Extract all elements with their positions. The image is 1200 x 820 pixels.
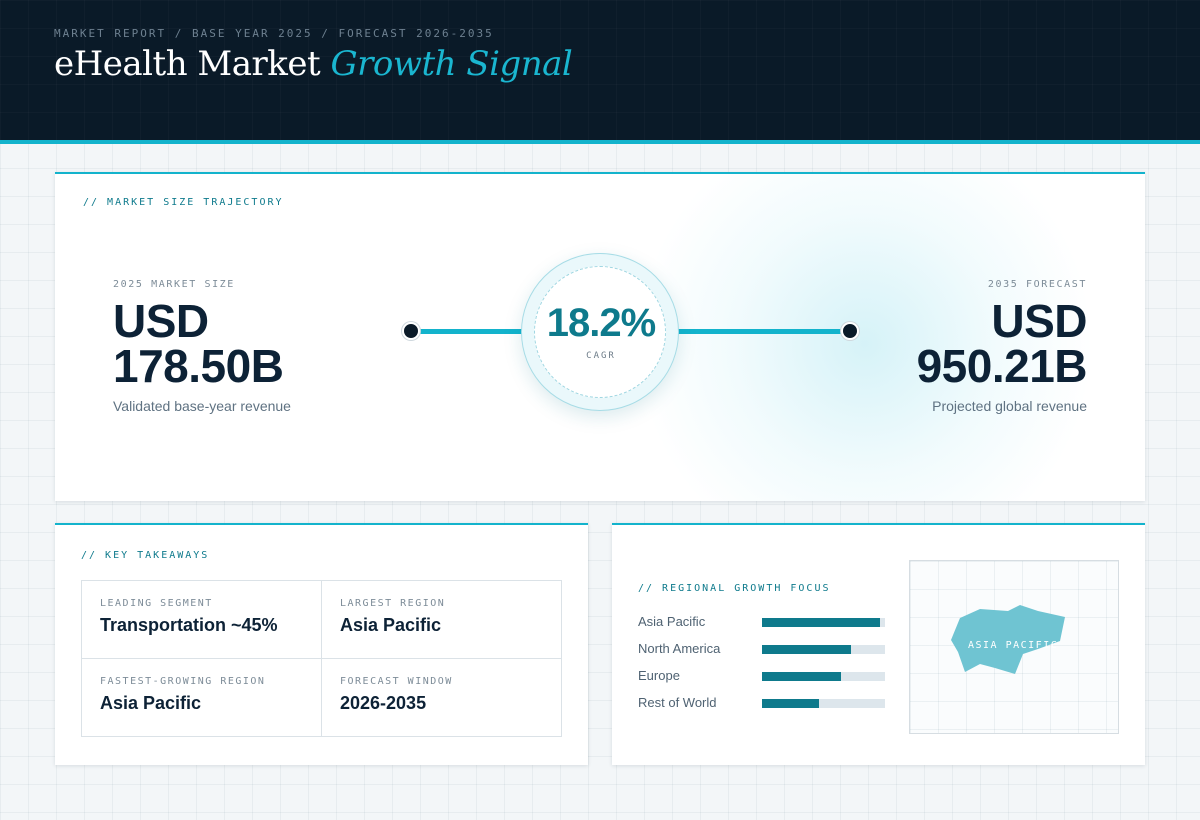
end-stat-caption: Projected global revenue — [932, 398, 1087, 414]
takeaways-section-label: // KEY TAKEAWAYS — [81, 550, 210, 561]
region-bar-label: Europe — [638, 668, 680, 683]
takeaway-forecast-window: FORECAST WINDOW 2026-2035 — [322, 659, 562, 737]
map-region-label: ASIA PACIFIC — [968, 640, 1059, 651]
region-bar-label: North America — [638, 641, 721, 656]
start-currency: USD — [113, 295, 209, 347]
region-bar-fill — [762, 699, 819, 708]
region-bar-track — [762, 699, 885, 708]
cagr-value: 18.2% — [546, 301, 656, 345]
takeaway-value: Transportation ~45% — [100, 615, 278, 635]
region-bar-row: Asia Pacific — [638, 612, 888, 630]
takeaway-largest-region: LARGEST REGION Asia Pacific — [322, 581, 562, 659]
start-point-marker — [402, 322, 420, 340]
region-bar-fill — [762, 672, 841, 681]
region-bar-fill — [762, 618, 881, 627]
title-accent: Growth Signal — [330, 44, 573, 84]
cagr-label: CAGR — [586, 351, 616, 361]
end-stat-value: USD 950.21B — [916, 295, 1088, 392]
start-amount: 178.50B — [113, 340, 284, 392]
report-eyebrow: MARKET REPORT / BASE YEAR 2025 / FORECAS… — [54, 27, 494, 40]
end-stat-label: 2035 FORECAST — [987, 279, 1087, 290]
region-bar-label: Asia Pacific — [638, 614, 706, 629]
end-point-marker — [841, 322, 859, 340]
cagr-inner-ring — [534, 266, 666, 398]
start-stat-caption: Validated base-year revenue — [113, 398, 291, 414]
region-map: ASIA PACIFIC — [909, 560, 1119, 734]
region-bar-track — [762, 672, 885, 681]
start-stat-label: 2025 MARKET SIZE — [113, 279, 235, 290]
trajectory-section-label: // MARKET SIZE TRAJECTORY — [83, 197, 284, 208]
regional-growth-card: // REGIONAL GROWTH FOCUS Asia Pacific No… — [612, 523, 1145, 765]
takeaway-label: LARGEST REGION — [340, 598, 446, 609]
end-amount: 950.21B — [916, 340, 1088, 392]
region-bar-fill — [762, 645, 851, 654]
market-size-trajectory-card: // MARKET SIZE TRAJECTORY 2025 MARKET SI… — [55, 172, 1145, 501]
takeaway-leading-segment: LEADING SEGMENT Transportation ~45% — [82, 581, 322, 659]
region-bar-label: Rest of World — [638, 695, 717, 710]
title-main: eHealth Market — [54, 44, 321, 84]
report-header: MARKET REPORT / BASE YEAR 2025 / FORECAS… — [0, 0, 1200, 144]
region-bar-track — [762, 618, 885, 627]
start-stat-value: USD 178.50B — [113, 295, 284, 392]
asia-pacific-map-shape — [951, 605, 1065, 674]
region-bar-row: Europe — [638, 666, 888, 684]
region-bar-row: Rest of World — [638, 693, 888, 711]
takeaway-label: LEADING SEGMENT — [100, 598, 213, 609]
region-bar-track — [762, 645, 885, 654]
page-title: eHealth Market Growth Signal — [54, 44, 573, 84]
takeaways-grid: LEADING SEGMENT Transportation ~45% LARG… — [81, 580, 562, 737]
takeaway-label: FORECAST WINDOW — [340, 676, 453, 687]
cagr-badge: 18.2% CAGR — [521, 253, 679, 411]
key-takeaways-card: // KEY TAKEAWAYS LEADING SEGMENT Transpo… — [55, 523, 588, 765]
takeaway-label: FASTEST-GROWING REGION — [100, 676, 266, 687]
background-glow — [635, 174, 1095, 501]
takeaway-value: 2026-2035 — [340, 693, 427, 713]
end-currency: USD — [991, 295, 1087, 347]
region-bar-row: North America — [638, 639, 888, 657]
takeaway-value: Asia Pacific — [100, 693, 202, 713]
takeaway-value: Asia Pacific — [340, 615, 442, 635]
regional-section-label: // REGIONAL GROWTH FOCUS — [638, 583, 831, 594]
takeaway-fastest-growing-region: FASTEST-GROWING REGION Asia Pacific — [82, 659, 322, 737]
